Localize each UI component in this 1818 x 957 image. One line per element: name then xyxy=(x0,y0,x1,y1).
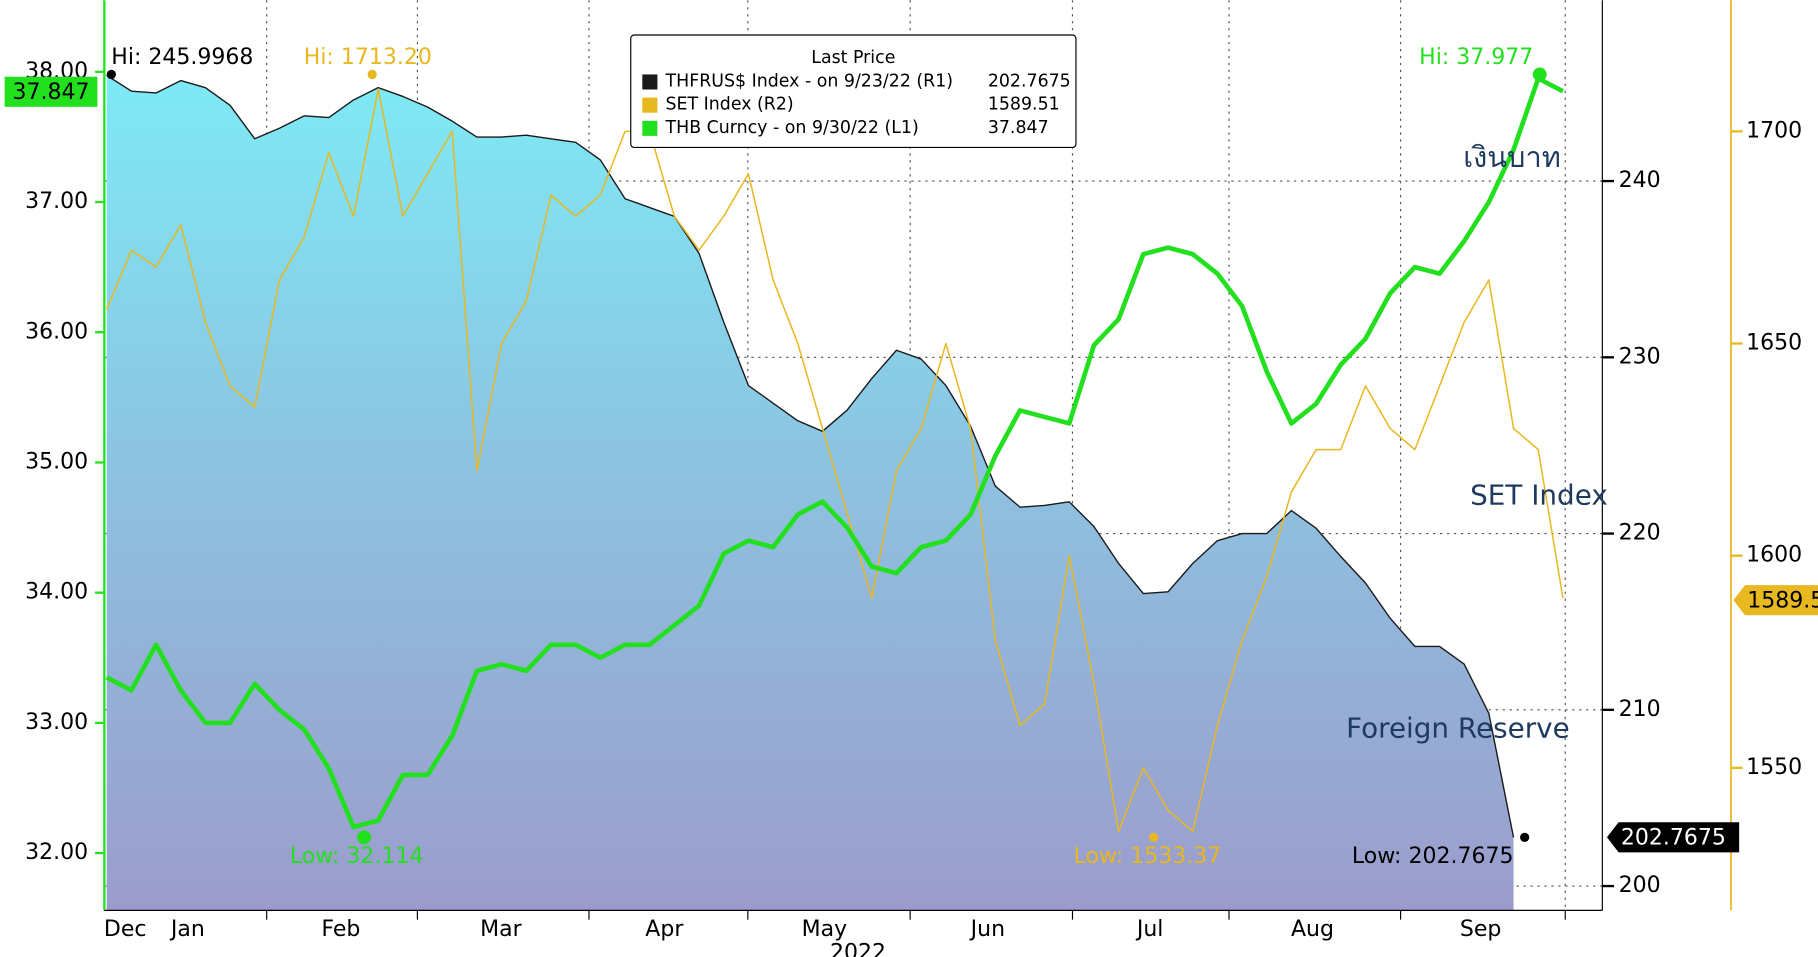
badge-label: 202.7675 xyxy=(1621,825,1726,850)
annotations: Hi: 245.9968 Hi: 1713.20 Hi: 37.977 Low:… xyxy=(106,45,1608,869)
x-tick-label: Jun xyxy=(969,917,1005,942)
legend-value: 202.7675 xyxy=(988,71,1071,91)
low-dot xyxy=(1149,832,1159,842)
x-tick-label: May xyxy=(802,917,848,942)
x-tick-label: Mar xyxy=(480,917,522,942)
area-layer xyxy=(106,75,1514,911)
x-tick-label: Aug xyxy=(1291,917,1334,942)
legend-label: SET Index (R2) xyxy=(666,95,794,115)
badge-shape xyxy=(1606,822,1740,853)
annotation: SET Index xyxy=(1470,478,1608,511)
value-badge: 1589.51 xyxy=(1733,585,1818,616)
annotation: Low: 32.114 xyxy=(290,844,424,869)
y2-tick-label: 230 xyxy=(1619,344,1661,369)
value-badge: 202.7675 xyxy=(1606,822,1740,853)
low-dot xyxy=(1520,832,1530,842)
y-tick-label: 34.00 xyxy=(25,580,88,605)
y3-tick-label: 1600 xyxy=(1746,543,1802,568)
legend-swatch xyxy=(642,120,658,136)
hi-dot xyxy=(106,69,116,80)
annotation: เงินบาท xyxy=(1463,140,1561,174)
line-layer xyxy=(105,74,1565,838)
line xyxy=(106,74,1515,838)
area xyxy=(106,75,1514,911)
legend-title: Last Price xyxy=(811,48,895,68)
legend-value: 1589.51 xyxy=(988,95,1060,115)
annotation: Hi: 37.977 xyxy=(1419,45,1533,70)
y3-tick-label: 1700 xyxy=(1746,118,1802,143)
legend: Last Price THFRUS$ Index - on 9/23/22 (R… xyxy=(630,34,1077,149)
legend-swatch xyxy=(642,74,658,90)
y3-tick-label: 1550 xyxy=(1746,755,1802,780)
badge-label: 37.847 xyxy=(12,80,89,105)
y3-tick-label: 1650 xyxy=(1746,331,1802,356)
y2-tick-label: 210 xyxy=(1619,697,1661,722)
x-tick-label: Apr xyxy=(645,917,684,942)
x-tick-label: Feb xyxy=(321,917,360,942)
y-tick-label: 36.00 xyxy=(25,319,88,344)
x-tick-label: Jul xyxy=(1135,917,1164,942)
badge-label: 1589.51 xyxy=(1747,588,1818,613)
low-dot xyxy=(357,830,372,845)
badge-shape xyxy=(1733,585,1818,616)
y-tick-label: 35.00 xyxy=(25,449,88,474)
line xyxy=(105,76,1565,830)
x-tick-label: Sep xyxy=(1460,917,1502,942)
annotation: Low: 1533.37 xyxy=(1074,844,1222,869)
legend-value: 37.847 xyxy=(988,118,1049,138)
y-tick-label: 37.00 xyxy=(25,189,88,214)
x-tick-label: Jan xyxy=(169,917,205,942)
legend-label: THB Curncy - on 9/30/22 (L1) xyxy=(665,118,919,138)
annotation: Foreign Reserve xyxy=(1346,712,1570,745)
axis-labels: Dec Jan Feb Mar Apr May Jun Jul Aug Sep 32.00 33.00… xyxy=(4,59,1818,942)
annotation: Hi: 245.9968 xyxy=(111,45,253,70)
legend-swatch xyxy=(642,97,658,113)
y-tick-label: 33.00 xyxy=(25,710,88,735)
y2-tick-label: 220 xyxy=(1619,521,1661,546)
hi-dot xyxy=(367,69,377,80)
annotation: Low: 202.7675 xyxy=(1352,844,1514,869)
y-tick-label: 32.00 xyxy=(25,840,88,865)
value-badge xyxy=(4,76,98,107)
y2-tick-label: 240 xyxy=(1619,168,1661,193)
x-label: 2022 xyxy=(830,940,886,957)
legend-label: THFRUS$ Index - on 9/23/22 (R1) xyxy=(665,71,954,91)
legend-box xyxy=(630,34,1077,149)
y2-tick-label: 200 xyxy=(1619,873,1661,898)
line xyxy=(105,88,1564,833)
hi-dot xyxy=(1532,67,1547,82)
annotation: Hi: 1713.20 xyxy=(304,45,432,70)
x-tick-label: Dec xyxy=(104,917,147,942)
